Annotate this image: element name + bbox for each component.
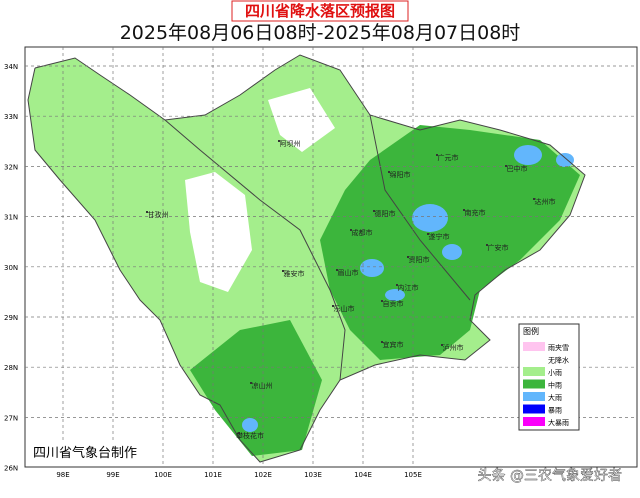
lat-label: 34N xyxy=(4,63,18,71)
legend-swatch xyxy=(523,342,545,351)
city-label: 眉山市 xyxy=(338,268,359,277)
city-label: 广元市 xyxy=(438,153,459,162)
city-dot xyxy=(381,300,383,302)
heavy-rain-area xyxy=(412,204,448,232)
rain-areas xyxy=(28,55,585,462)
city-dot xyxy=(381,341,383,343)
lon-label: 105E xyxy=(404,471,422,479)
lat-label: 27N xyxy=(4,414,18,422)
city-label: 泸州市 xyxy=(443,343,464,352)
city-label: 雅安市 xyxy=(284,269,305,278)
city-dot xyxy=(396,284,398,286)
lon-label: 100E xyxy=(154,471,172,479)
watermark: 头条 @三农气象爱好者 xyxy=(478,467,622,484)
moderate-rain-area xyxy=(320,125,580,360)
city-dot xyxy=(463,209,465,211)
city-label: 遂宁市 xyxy=(429,232,450,241)
lat-label: 28N xyxy=(4,364,18,372)
lat-label: 30N xyxy=(4,264,18,272)
heavy-rain-area xyxy=(360,259,384,277)
legend-title: 图例 xyxy=(523,326,539,336)
city-label: 内江市 xyxy=(398,283,419,292)
lon-label: 104E xyxy=(354,471,372,479)
city-dot xyxy=(388,171,390,173)
legend-swatch xyxy=(523,392,545,401)
city-label: 资阳市 xyxy=(409,255,430,264)
no-rain-area xyxy=(185,172,252,292)
city-label: 成都市 xyxy=(352,228,373,237)
city-label: 宜宾市 xyxy=(383,340,404,349)
city-dot xyxy=(486,244,488,246)
city-label: 德阳市 xyxy=(375,209,396,218)
legend-label: 雨夹雪 xyxy=(548,343,569,352)
legend-label: 无降水 xyxy=(548,356,569,365)
producer: 四川省气象台制作 xyxy=(33,445,137,461)
city-dot xyxy=(336,269,338,271)
city-dot xyxy=(350,229,352,231)
city-label: 甘孜州 xyxy=(148,210,169,219)
city-dot xyxy=(505,165,507,167)
lon-label: 101E xyxy=(204,471,222,479)
city-dot xyxy=(146,211,148,213)
legend-swatch xyxy=(523,379,545,389)
city-label: 阿坝州 xyxy=(280,139,301,148)
lat-label: 33N xyxy=(4,113,18,121)
heavy-rain-area xyxy=(242,418,258,432)
heavy-rain-area xyxy=(556,153,574,167)
legend-label: 大暴雨 xyxy=(548,418,569,427)
lon-label: 102E xyxy=(254,471,272,479)
legend-label: 中雨 xyxy=(548,381,562,390)
no-rain-area xyxy=(268,88,335,152)
lon-label: 103E xyxy=(304,471,322,479)
city-dot xyxy=(407,256,409,258)
lon-label: 98E xyxy=(56,471,69,479)
city-dot xyxy=(250,382,252,384)
city-label: 自贡市 xyxy=(383,299,404,308)
lat-label: 26N xyxy=(4,465,18,473)
lat-label: 31N xyxy=(4,214,18,222)
lat-label: 32N xyxy=(4,163,18,171)
legend-swatch xyxy=(523,367,545,376)
heavy-rain-area xyxy=(442,244,462,260)
city-dot xyxy=(332,305,334,307)
city-dot xyxy=(533,198,535,200)
city-label: 乐山市 xyxy=(334,304,355,313)
city-label: 巴中市 xyxy=(507,164,528,173)
producer-box xyxy=(29,440,161,464)
lon-label: 99E xyxy=(106,471,119,479)
legend-label: 暴雨 xyxy=(548,407,562,415)
heavy-rain-area xyxy=(514,145,542,165)
lat-label: 29N xyxy=(4,314,18,322)
legend-swatch xyxy=(523,404,545,414)
boundary xyxy=(369,114,471,301)
boundary xyxy=(164,119,346,381)
heavy-rain-area xyxy=(385,289,405,301)
moderate-rain-area xyxy=(190,320,322,456)
subtitle: 2025年08月06日08时-2025年08月07日08时 xyxy=(120,22,521,44)
title-box xyxy=(231,0,409,22)
legend-label: 小雨 xyxy=(548,368,562,377)
city-label: 达州市 xyxy=(535,197,556,206)
city-label: 攀枝花市 xyxy=(236,431,264,440)
city-dot xyxy=(441,344,443,346)
legend-swatch xyxy=(523,417,545,426)
title: 四川省降水落区预报图 xyxy=(245,2,395,20)
city-dot xyxy=(282,270,284,272)
city-label: 凉山州 xyxy=(252,381,273,390)
city-label: 南充市 xyxy=(465,208,486,217)
legend-label: 大雨 xyxy=(548,393,562,402)
legend-swatch xyxy=(523,354,545,364)
city-dot xyxy=(278,140,280,142)
city-label: 绵阳市 xyxy=(390,170,411,179)
city-dot xyxy=(427,233,429,235)
city-dot xyxy=(436,154,438,156)
city-dot xyxy=(238,432,240,434)
city-dot xyxy=(373,210,375,212)
city-label: 广安市 xyxy=(488,243,509,252)
